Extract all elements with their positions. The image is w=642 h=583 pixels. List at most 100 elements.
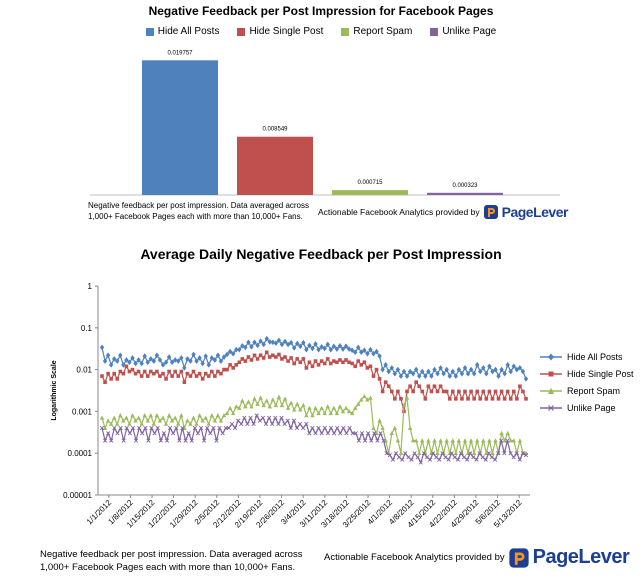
point-unlike-page xyxy=(446,457,451,462)
point-hide-single-post xyxy=(417,384,422,389)
legend-item-report-spam: Report Spam xyxy=(341,26,412,37)
point-hide-single-post xyxy=(441,389,446,394)
point-report-spam xyxy=(273,402,279,408)
legend-label: Hide Single Post xyxy=(249,26,324,37)
point-unlike-page xyxy=(239,421,244,427)
point-hide-all-posts xyxy=(325,341,330,348)
point-hide-single-post xyxy=(383,380,388,384)
point-unlike-page xyxy=(418,460,423,465)
point-hide-all-posts xyxy=(188,358,193,364)
point-report-spam xyxy=(359,397,364,402)
bar-report-spam xyxy=(332,190,408,195)
point-unlike-page xyxy=(291,418,297,423)
point-unlike-page xyxy=(288,425,293,431)
point-hide-single-post xyxy=(466,397,470,401)
point-unlike-page xyxy=(372,431,377,436)
point-report-spam xyxy=(285,405,291,410)
point-unlike-page xyxy=(127,431,132,436)
point-report-spam xyxy=(444,438,449,443)
point-hide-single-post xyxy=(487,389,492,394)
point-hide-all-posts xyxy=(517,365,523,371)
point-hide-single-post xyxy=(411,389,415,394)
point-report-spam xyxy=(121,418,126,423)
point-unlike-page xyxy=(328,425,334,431)
point-hide-all-posts xyxy=(511,363,516,370)
point-unlike-page xyxy=(452,455,457,460)
point-hide-single-post xyxy=(240,357,245,361)
point-hide-single-post xyxy=(213,374,217,378)
point-unlike-page xyxy=(279,415,284,420)
point-hide-single-post xyxy=(222,367,226,372)
point-hide-single-post xyxy=(271,353,275,358)
point-hide-single-post xyxy=(405,389,409,394)
point-hide-all-posts xyxy=(243,344,248,351)
point-hide-single-post xyxy=(490,397,495,401)
point-hide-single-post xyxy=(286,359,290,363)
point-hide-single-post xyxy=(142,369,147,374)
point-unlike-page xyxy=(313,431,318,436)
point-unlike-page xyxy=(223,425,228,431)
point-unlike-page xyxy=(496,451,501,456)
point-report-spam xyxy=(450,438,455,443)
point-report-spam xyxy=(322,410,327,416)
point-hide-all-posts xyxy=(490,368,495,375)
point-report-spam xyxy=(453,450,459,455)
point-report-spam xyxy=(267,404,272,409)
point-hide-all-posts xyxy=(246,339,251,346)
point-hide-all-posts xyxy=(356,344,361,351)
point-report-spam xyxy=(517,438,523,443)
point-hide-single-post xyxy=(438,384,443,389)
point-report-spam xyxy=(212,418,218,423)
point-unlike-page xyxy=(121,438,126,443)
point-hide-single-post xyxy=(426,384,431,389)
point-report-spam xyxy=(435,450,440,455)
point-hide-single-post xyxy=(307,360,312,365)
point-report-spam xyxy=(328,410,333,416)
point-report-spam xyxy=(270,397,276,402)
point-hide-single-post xyxy=(289,356,293,360)
point-hide-single-post xyxy=(280,357,284,361)
point-hide-single-post xyxy=(502,397,507,401)
point-hide-single-post xyxy=(496,397,501,401)
point-unlike-page xyxy=(344,431,349,436)
point-unlike-page xyxy=(251,421,256,427)
point-unlike-page xyxy=(137,425,142,431)
point-hide-single-post xyxy=(475,389,479,394)
point-unlike-page xyxy=(214,438,219,443)
bar-chart-legend: Hide All Posts Hide Single Post Report Spa… xyxy=(0,26,642,37)
legend-label: Report Spam xyxy=(353,26,413,37)
point-hide-single-post xyxy=(106,371,110,376)
point-unlike-page xyxy=(517,457,522,462)
point-unlike-page xyxy=(149,425,154,431)
point-hide-single-post xyxy=(149,369,153,374)
point-hide-all-posts xyxy=(438,365,443,371)
point-report-spam xyxy=(179,413,184,418)
y-tick-label: 0.00001 xyxy=(63,491,92,500)
point-hide-all-posts xyxy=(374,348,379,355)
point-unlike-page xyxy=(520,451,526,456)
point-unlike-page xyxy=(316,425,321,431)
point-hide-all-posts xyxy=(145,359,150,366)
point-hide-all-posts xyxy=(487,363,492,370)
point-report-spam xyxy=(133,418,138,423)
point-unlike-page xyxy=(499,438,504,443)
point-unlike-page xyxy=(106,431,111,436)
point-unlike-page xyxy=(483,457,488,462)
point-report-spam xyxy=(115,421,120,426)
point-hide-single-post xyxy=(493,389,498,394)
point-unlike-page xyxy=(458,451,464,456)
point-report-spam xyxy=(337,404,343,409)
point-report-spam xyxy=(99,415,105,420)
point-hide-single-post xyxy=(103,380,107,384)
point-unlike-page xyxy=(164,438,170,443)
point-unlike-page xyxy=(171,431,176,436)
point-hide-single-post xyxy=(274,355,278,359)
point-hide-single-post xyxy=(420,389,425,394)
point-report-spam xyxy=(230,410,236,416)
point-unlike-page xyxy=(130,425,136,431)
point-report-spam xyxy=(356,401,361,406)
point-unlike-page xyxy=(480,455,485,460)
point-report-spam xyxy=(105,418,111,423)
legend-item-hide-all-posts: Hide All Posts xyxy=(145,26,219,37)
point-unlike-page xyxy=(465,457,470,462)
